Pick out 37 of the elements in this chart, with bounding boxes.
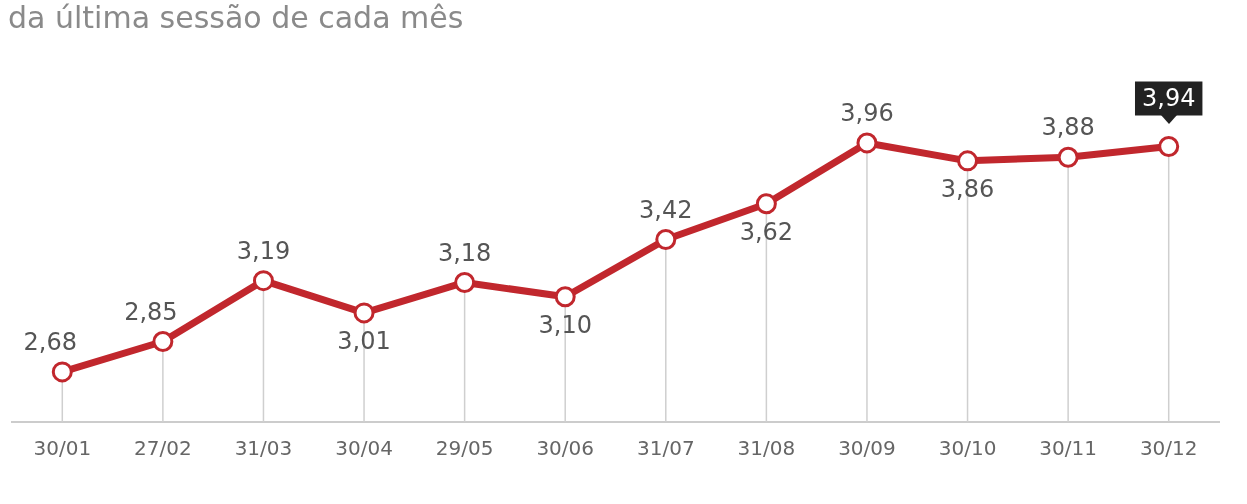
data-label: 2,85 <box>124 297 178 326</box>
x-tick-label: 30/06 <box>536 436 595 461</box>
point <box>454 271 476 293</box>
point <box>856 132 878 154</box>
point <box>554 286 576 308</box>
data-label: 3,62 <box>739 217 794 246</box>
point <box>755 193 777 215</box>
data-label: 3,10 <box>538 311 592 340</box>
data-label: 3,86 <box>940 175 995 204</box>
x-tick-label: 31/07 <box>636 436 695 461</box>
x-tick-label: 29/05 <box>435 436 494 461</box>
point <box>152 331 174 352</box>
data-label: 3,18 <box>437 238 492 267</box>
data-label: 3,01 <box>337 327 391 356</box>
x-tick-label: 30/09 <box>838 436 896 461</box>
point <box>51 361 73 383</box>
point <box>655 229 677 251</box>
point <box>353 302 375 324</box>
x-tick-label: 31/03 <box>234 436 293 461</box>
data-label: 3,42 <box>639 195 693 224</box>
x-tick-label: 30/01 <box>33 436 92 461</box>
data-label: 3,94 <box>1141 83 1196 112</box>
data-label: 3,88 <box>1041 113 1095 142</box>
point <box>1057 146 1079 168</box>
x-tick-label: 30/10 <box>938 436 997 461</box>
data-label: 3,19 <box>236 236 291 265</box>
x-tick-label: 30/12 <box>1139 436 1198 461</box>
x-tick-label: 27/02 <box>134 436 192 461</box>
x-tick-label: 31/08 <box>737 436 796 461</box>
point <box>252 270 274 292</box>
x-tick-label: 30/04 <box>335 436 393 461</box>
chart-title: da última sessão de cada mês <box>8 0 464 36</box>
data-label: 3,96 <box>840 99 894 128</box>
x-tick-label: 30/11 <box>1039 436 1097 461</box>
point <box>957 150 979 172</box>
point <box>1158 136 1180 158</box>
data-label: 2,68 <box>23 328 78 357</box>
